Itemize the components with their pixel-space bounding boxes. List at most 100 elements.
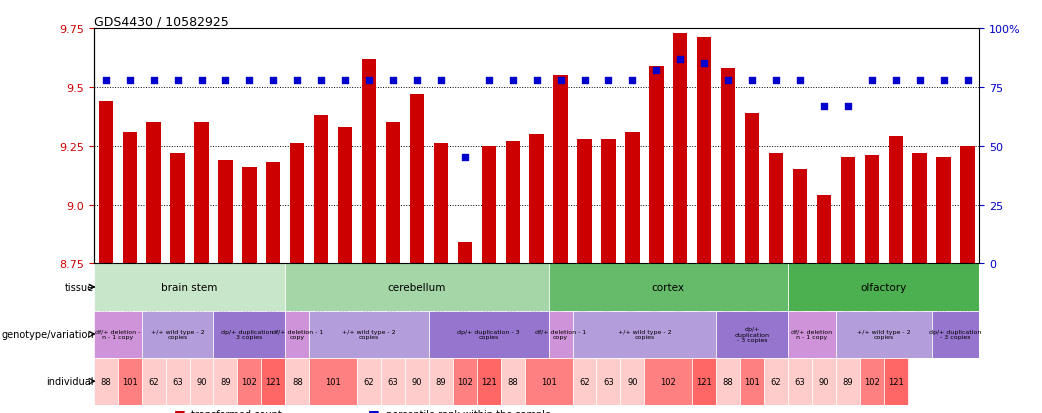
Bar — [171, 153, 184, 264]
FancyBboxPatch shape — [357, 358, 381, 405]
Bar — [865, 156, 879, 264]
Point — [960, 77, 976, 84]
FancyBboxPatch shape — [286, 358, 309, 405]
FancyBboxPatch shape — [716, 358, 740, 405]
Text: 101: 101 — [122, 377, 138, 386]
Point — [265, 77, 281, 84]
FancyBboxPatch shape — [788, 311, 836, 358]
Point — [936, 77, 952, 84]
Text: df/+ deletion - 1
copy: df/+ deletion - 1 copy — [272, 329, 323, 339]
Bar — [362, 59, 376, 264]
Point — [193, 77, 209, 84]
FancyBboxPatch shape — [620, 358, 644, 405]
Bar — [673, 33, 688, 264]
Text: 102: 102 — [864, 377, 879, 386]
Point — [384, 77, 401, 84]
Text: 88: 88 — [292, 377, 302, 386]
Point — [97, 77, 114, 84]
Text: df/+ deletion
n - 1 copy: df/+ deletion n - 1 copy — [791, 329, 833, 339]
Text: 102: 102 — [457, 377, 473, 386]
FancyBboxPatch shape — [644, 358, 692, 405]
FancyBboxPatch shape — [740, 358, 764, 405]
Text: transformed count: transformed count — [192, 409, 282, 413]
Text: 63: 63 — [172, 377, 183, 386]
Point — [169, 77, 185, 84]
Bar — [338, 128, 352, 264]
Text: 101: 101 — [541, 377, 556, 386]
Text: 63: 63 — [795, 377, 805, 386]
Text: 102: 102 — [661, 377, 676, 386]
Text: tissue: tissue — [65, 282, 94, 292]
Bar — [841, 158, 855, 264]
Text: 63: 63 — [603, 377, 614, 386]
Text: 88: 88 — [507, 377, 518, 386]
Point — [888, 77, 904, 84]
FancyBboxPatch shape — [142, 358, 166, 405]
Text: 88: 88 — [723, 377, 734, 386]
FancyBboxPatch shape — [884, 358, 908, 405]
Text: 63: 63 — [388, 377, 398, 386]
Text: 62: 62 — [771, 377, 782, 386]
Text: percentile rank within the sample: percentile rank within the sample — [386, 409, 551, 413]
FancyBboxPatch shape — [309, 311, 429, 358]
Text: ■: ■ — [173, 408, 185, 413]
Text: df/+ deletion -
n - 1 copy: df/+ deletion - n - 1 copy — [95, 329, 141, 339]
Bar — [577, 139, 592, 264]
Text: dp/+ duplication - 3
copies: dp/+ duplication - 3 copies — [457, 329, 520, 339]
FancyBboxPatch shape — [286, 264, 548, 311]
FancyBboxPatch shape — [429, 358, 453, 405]
FancyBboxPatch shape — [716, 311, 788, 358]
Bar — [123, 132, 137, 264]
Text: 62: 62 — [148, 377, 159, 386]
Text: dp/+
duplication
- 3 copies: dp/+ duplication - 3 copies — [735, 326, 770, 342]
FancyBboxPatch shape — [501, 358, 525, 405]
Text: ■: ■ — [369, 408, 380, 413]
Text: 121: 121 — [888, 377, 903, 386]
Text: 89: 89 — [843, 377, 853, 386]
FancyBboxPatch shape — [429, 311, 548, 358]
Text: 101: 101 — [744, 377, 760, 386]
Bar — [481, 146, 496, 264]
Bar — [961, 146, 974, 264]
FancyBboxPatch shape — [572, 358, 596, 405]
Text: +/+ wild type - 2
copies: +/+ wild type - 2 copies — [618, 329, 671, 339]
FancyBboxPatch shape — [572, 311, 716, 358]
FancyBboxPatch shape — [548, 311, 572, 358]
Bar — [937, 158, 950, 264]
Text: 102: 102 — [242, 377, 257, 386]
Bar — [649, 66, 664, 264]
FancyBboxPatch shape — [94, 264, 286, 311]
Text: 90: 90 — [412, 377, 422, 386]
Bar — [147, 123, 160, 264]
Bar — [793, 170, 808, 264]
Bar — [433, 144, 448, 264]
Bar — [721, 69, 736, 264]
Bar — [266, 163, 280, 264]
Point — [313, 77, 329, 84]
Text: genotype/variation: genotype/variation — [1, 329, 94, 339]
FancyBboxPatch shape — [548, 264, 788, 311]
Point — [121, 77, 138, 84]
Bar — [913, 153, 926, 264]
Point — [241, 77, 257, 84]
FancyBboxPatch shape — [309, 358, 357, 405]
Point — [361, 77, 377, 84]
Point — [289, 77, 305, 84]
FancyBboxPatch shape — [692, 358, 716, 405]
Text: 121: 121 — [480, 377, 497, 386]
Text: 62: 62 — [364, 377, 374, 386]
Point — [528, 77, 545, 84]
Text: 90: 90 — [196, 377, 206, 386]
Text: 62: 62 — [579, 377, 590, 386]
Bar — [218, 161, 232, 264]
FancyBboxPatch shape — [214, 358, 238, 405]
FancyBboxPatch shape — [812, 358, 836, 405]
Point — [504, 77, 521, 84]
FancyBboxPatch shape — [142, 311, 214, 358]
FancyBboxPatch shape — [238, 358, 262, 405]
Bar — [529, 135, 544, 264]
Bar — [410, 95, 424, 264]
FancyBboxPatch shape — [453, 358, 477, 405]
Bar — [194, 123, 208, 264]
FancyBboxPatch shape — [596, 358, 620, 405]
